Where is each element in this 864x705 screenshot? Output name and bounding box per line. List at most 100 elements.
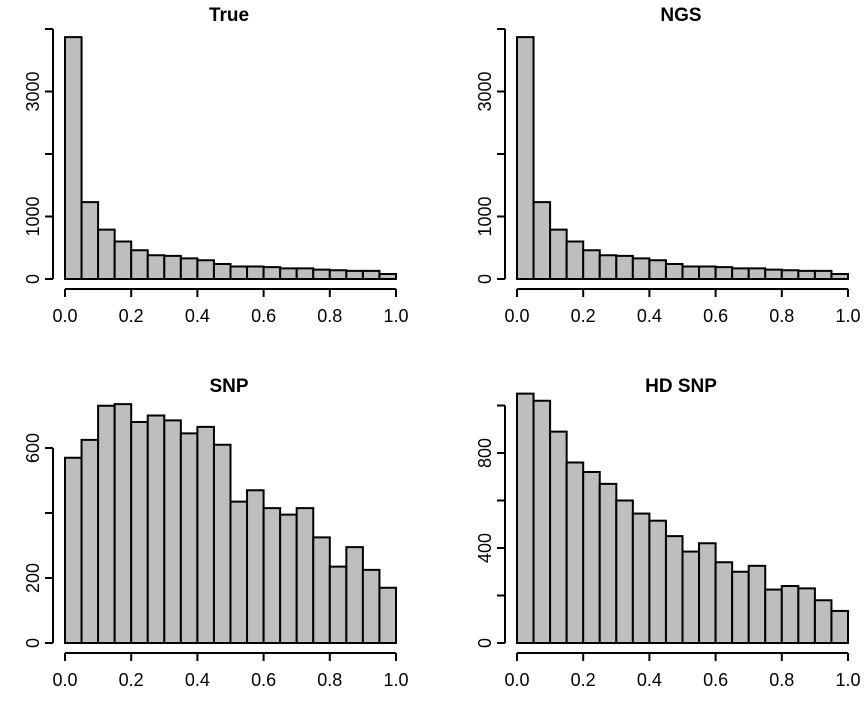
histogram-bar (664, 263, 684, 280)
x-tick-label: 0.8 (769, 670, 794, 690)
histogram-bar (262, 507, 282, 644)
histogram-bar (345, 546, 364, 644)
y-tick-label: 800 (475, 438, 495, 468)
x-tick-label: 0.0 (504, 306, 529, 326)
panel-title: SNP (209, 376, 248, 397)
y-tick-label: 3000 (23, 71, 43, 111)
histogram-bar (780, 269, 800, 280)
x-tick-label: 1.0 (835, 306, 860, 326)
y-tick-label: 200 (23, 563, 43, 593)
panel-true: True 0.0 0.2 0.4 0.6 0.8 1.0 0 1000 3000 (23, 5, 409, 326)
panel-title: True (209, 5, 249, 26)
panel-hd-snp: HD SNP 0.0 0.2 0.4 0.6 0.8 1.0 0 400 800 (475, 376, 861, 690)
x-tick-label: 0.0 (504, 670, 529, 690)
x-tick-label: 0.6 (703, 670, 728, 690)
histogram-bar (64, 36, 83, 280)
histogram-bar (361, 568, 381, 644)
x-tick-label: 1.0 (383, 306, 408, 326)
histogram-bar (378, 273, 398, 280)
histogram-bar (516, 36, 535, 280)
x-tick-label: 0.6 (251, 670, 276, 690)
histogram-bar (229, 500, 249, 644)
y-tick-label: 1000 (23, 196, 43, 236)
histogram-bar (681, 550, 701, 644)
histogram-bar (163, 419, 182, 644)
histogram-bar (714, 561, 734, 644)
x-tick-label: 0.8 (317, 670, 342, 690)
histogram-bar (146, 414, 166, 644)
histogram-bar (582, 471, 601, 644)
histogram-bar (279, 513, 298, 644)
histogram-bar (615, 254, 634, 280)
x-tick-label: 0.6 (251, 306, 276, 326)
histogram-bar (648, 259, 667, 280)
histogram-bar (631, 512, 651, 644)
x-tick-label: 0.4 (637, 306, 662, 326)
y-tick-label: 0 (23, 274, 43, 284)
histogram-bar (229, 265, 249, 280)
histogram-bar (328, 565, 348, 644)
histogram-bar (97, 404, 116, 644)
histogram-bar (328, 269, 348, 280)
x-tick-label: 0.2 (571, 306, 596, 326)
y-tick-label: 0 (475, 274, 495, 284)
y-tick-label: 600 (23, 433, 43, 463)
panel-ngs: NGS 0.0 0.2 0.4 0.6 0.8 1.0 0 1000 3000 (475, 5, 861, 326)
x-tick-label: 0.4 (637, 670, 662, 690)
x-tick-label: 1.0 (835, 670, 860, 690)
histogram-bar (345, 269, 364, 280)
histogram-bar (549, 228, 568, 280)
histogram-bar (582, 249, 601, 280)
histogram-bar (80, 438, 100, 644)
histogram-bar (212, 263, 232, 280)
histogram-bar (113, 403, 133, 644)
histogram-bar (698, 265, 717, 280)
x-tick-label: 0.0 (52, 306, 77, 326)
histogram-bar (295, 507, 315, 644)
histogram-bar (130, 249, 149, 280)
histogram-bar (598, 254, 618, 280)
histogram-bar (780, 585, 800, 644)
histogram-bar (80, 201, 100, 280)
histogram-bar (246, 489, 265, 644)
histogram-bar (179, 257, 199, 280)
histogram-bar (532, 399, 552, 644)
x-tick-label: 0.8 (769, 306, 794, 326)
histogram-bar (813, 599, 833, 644)
x-tick-label: 0.8 (317, 306, 342, 326)
histogram-bar (565, 240, 585, 280)
histogram-bar (361, 269, 381, 280)
panel-title: HD SNP (645, 376, 717, 397)
histogram-bar (830, 273, 850, 280)
histogram-bar (163, 254, 182, 280)
y-tick-label: 1000 (475, 196, 495, 236)
x-tick-label: 0.2 (119, 670, 144, 690)
histogram-bar (797, 587, 816, 644)
histogram-bar (312, 268, 331, 280)
x-tick-label: 1.0 (383, 670, 408, 690)
histogram-bar (747, 267, 767, 280)
histogram-bar (196, 259, 215, 280)
histogram-bar (598, 482, 618, 644)
histogram-bar (615, 499, 634, 644)
x-tick-label: 0.2 (119, 306, 144, 326)
histogram-bar (549, 430, 568, 644)
panel-title: NGS (660, 5, 701, 26)
histogram-bar (312, 536, 331, 644)
x-tick-label: 0.0 (52, 670, 77, 690)
x-tick-label: 0.2 (571, 670, 596, 690)
panel-snp: SNP 0.0 0.2 0.4 0.6 0.8 1.0 0 200 600 (23, 376, 409, 690)
histogram-bar (631, 257, 651, 280)
y-tick-label: 0 (475, 638, 495, 648)
y-tick-label: 3000 (475, 71, 495, 111)
histogram-bar (212, 443, 232, 644)
histogram-bar (648, 519, 667, 644)
histogram-bar (731, 570, 750, 644)
histogram-bar (698, 542, 717, 644)
histogram-bar (179, 432, 199, 644)
histogram-bar (130, 421, 149, 644)
histogram-bar (279, 267, 298, 280)
histogram-bar (262, 266, 282, 280)
histogram-bar (246, 265, 265, 280)
